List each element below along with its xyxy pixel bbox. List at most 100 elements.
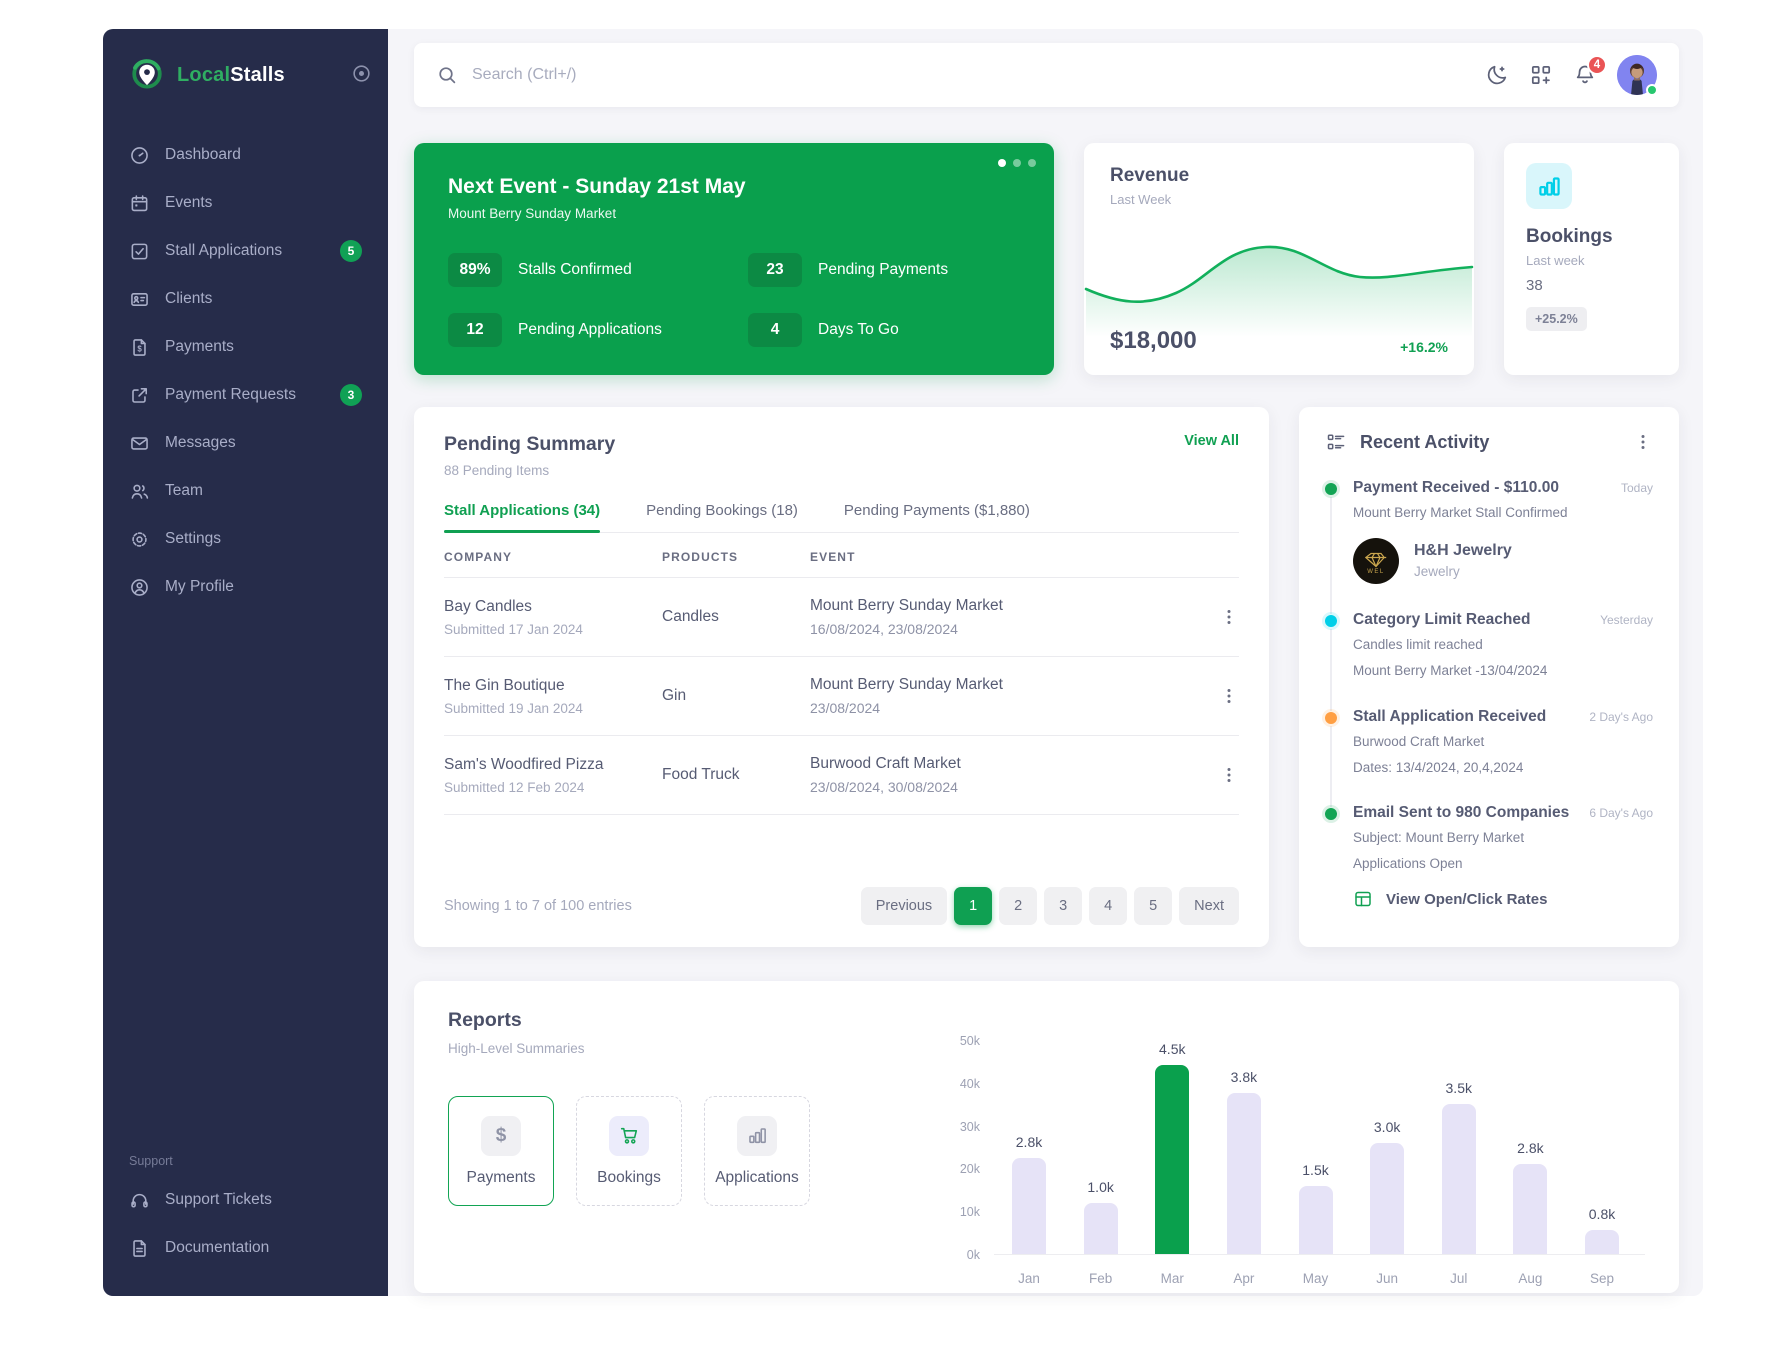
sidebar-item-payment-requests[interactable]: Payment Requests 3	[117, 371, 374, 419]
reports-subtitle: High-Level Summaries	[448, 1041, 585, 1056]
page-button-2[interactable]: 2	[999, 887, 1038, 925]
row-menu-icon[interactable]	[1219, 686, 1239, 706]
timeline-dot	[1325, 808, 1337, 821]
activity-company-category: Jewelry	[1414, 564, 1460, 580]
bar-column-may[interactable]: 1.5k May	[1287, 1041, 1345, 1286]
page-button-5[interactable]: 5	[1134, 887, 1173, 925]
notification-count-badge: 4	[1587, 55, 1607, 75]
activity-detail-line: Burwood Craft Market	[1353, 733, 1485, 749]
support-section-label: Support	[129, 1154, 173, 1168]
bar-column-feb[interactable]: 1.0k Feb	[1072, 1041, 1130, 1286]
bar-column-jul[interactable]: 3.5k Jul	[1430, 1041, 1488, 1286]
sidebar-nav: Dashboard Events Stall Applications 5 Cli…	[103, 115, 388, 611]
table-header-row: COMPANY PRODUCTS EVENT	[444, 533, 1239, 578]
bookings-change-badge: +25.2%	[1526, 307, 1587, 331]
dark-mode-icon[interactable]	[1485, 63, 1509, 87]
shortcuts-grid-icon[interactable]	[1529, 63, 1553, 87]
report-option-applications[interactable]: Applications	[704, 1096, 810, 1206]
tab-pending-payments-1-880[interactable]: Pending Payments ($1,880)	[843, 502, 1030, 519]
headset-icon	[129, 1190, 150, 1211]
sidebar-item-documentation[interactable]: Documentation	[117, 1224, 374, 1272]
reports-card: Reports High-Level Summaries $ Payments …	[414, 981, 1679, 1293]
carousel-dot-3[interactable]	[1028, 159, 1036, 167]
bar-column-sep[interactable]: 0.8k Sep	[1573, 1041, 1631, 1286]
report-option-label: Applications	[715, 1168, 799, 1186]
revenue-card: Revenue Last Week	[1084, 143, 1474, 375]
sidebar-item-team[interactable]: Team	[117, 467, 374, 515]
bar-column-apr[interactable]: 3.8k Apr	[1215, 1041, 1273, 1286]
activity-timeline: Payment Received - $110.00 Today Mount Be…	[1325, 479, 1653, 936]
event-stat-stalls-confirmed: 89% Stalls Confirmed	[448, 253, 748, 287]
sidebar-badge: 5	[340, 240, 362, 262]
company-name: The Gin Boutique	[444, 676, 565, 694]
page-button-previous[interactable]: Previous	[860, 887, 948, 925]
sidebar-collapse-toggle[interactable]	[351, 63, 372, 84]
tab-pending-bookings-18[interactable]: Pending Bookings (18)	[646, 502, 798, 519]
table-row-sam-s-woodfired-pizza[interactable]: Sam's Woodfired Pizza Submitted 12 Feb 2…	[444, 736, 1239, 815]
sidebar-item-messages[interactable]: Messages	[117, 419, 374, 467]
report-type-options: $ Payments Bookings Applications	[448, 1096, 918, 1206]
company-logo-text: WEL	[1367, 568, 1385, 575]
recent-activity-title: Recent Activity	[1360, 431, 1490, 452]
bar-column-aug[interactable]: 2.8k Aug	[1501, 1041, 1559, 1286]
view-open-click-rates-link[interactable]: View Open/Click Rates	[1353, 889, 1653, 909]
timeline-dot	[1325, 614, 1337, 627]
row-menu-icon[interactable]	[1219, 765, 1239, 785]
carousel-dot-1[interactable]	[998, 159, 1006, 167]
bar-value-label: 3.0k	[1373, 1119, 1401, 1135]
bar-column-jan[interactable]: 2.8k Jan	[1000, 1041, 1058, 1286]
bar-column-mar[interactable]: 4.5k Mar	[1143, 1041, 1201, 1286]
pending-summary-card: Pending Summary 88 Pending Items View Al…	[414, 407, 1269, 947]
company-submitted: Submitted 12 Feb 2024	[444, 779, 585, 795]
sidebar-item-settings[interactable]: Settings	[117, 515, 374, 563]
bar-may	[1298, 1186, 1333, 1254]
revenue-amount: $18,000	[1110, 327, 1197, 354]
event-name: Mount Berry Sunday Market	[810, 597, 1003, 614]
sidebar-item-my-profile[interactable]: My Profile	[117, 563, 374, 611]
tab-stall-applications-34[interactable]: Stall Applications (34)	[444, 502, 601, 533]
row-menu-icon[interactable]	[1219, 607, 1239, 627]
report-option-bookings[interactable]: Bookings	[576, 1096, 682, 1206]
user-avatar[interactable]	[1617, 55, 1658, 96]
search-input[interactable]	[472, 66, 1485, 84]
activity-title: Category Limit Reached	[1353, 610, 1531, 628]
table-row-the-gin-boutique[interactable]: The Gin Boutique Submitted 19 Jan 2024 G…	[444, 657, 1239, 736]
bar-column-jun[interactable]: 3.0k Jun	[1358, 1041, 1416, 1286]
table-footer: Showing 1 to 7 of 100 entries Previous 1 2…	[444, 871, 1239, 925]
report-option-payments[interactable]: $ Payments	[448, 1096, 554, 1206]
sidebar-item-payments[interactable]: $ Payments	[117, 323, 374, 371]
sidebar-item-clients[interactable]: Clients	[117, 275, 374, 323]
x-axis-label: Feb	[1088, 1271, 1113, 1286]
company-name: Bay Candles	[444, 597, 532, 615]
table-grid-icon	[1353, 889, 1373, 909]
activity-menu-icon[interactable]	[1633, 432, 1653, 452]
sidebar-item-dashboard[interactable]: Dashboard	[117, 131, 374, 179]
event-stat-days-to-go: 4 Days To Go	[748, 313, 1020, 347]
notifications-bell-icon[interactable]: 4	[1573, 55, 1607, 87]
activity-time: Yesterday	[1600, 612, 1653, 627]
page-button-4[interactable]: 4	[1089, 887, 1128, 925]
page-button-1[interactable]: 1	[954, 887, 993, 925]
carousel-dot-2[interactable]	[1013, 159, 1021, 167]
page-button-next[interactable]: Next	[1179, 887, 1239, 925]
company-submitted: Submitted 19 Jan 2024	[444, 700, 583, 716]
company-logo-avatar: WEL	[1353, 537, 1399, 584]
event-name: Burwood Craft Market	[810, 755, 961, 772]
sidebar-item-label: Payment Requests	[165, 386, 296, 403]
revenue-title: Revenue	[1110, 165, 1190, 186]
cart-icon	[609, 1115, 649, 1156]
event-stat-pending-applications: 12 Pending Applications	[448, 313, 748, 347]
stat-label: Pending Payments	[818, 261, 949, 278]
activity-title: Payment Received - $110.00	[1353, 479, 1559, 496]
page-button-3[interactable]: 3	[1044, 887, 1083, 925]
column-header-products: PRODUCTS	[662, 550, 739, 564]
view-all-link[interactable]: View All	[1184, 433, 1239, 449]
activity-detail-line: Subject: Mount Berry Market	[1353, 830, 1525, 846]
activity-detail-line: Mount Berry Market -13/04/2024	[1353, 662, 1548, 678]
sidebar-item-stall-applications[interactable]: Stall Applications 5	[117, 227, 374, 275]
sidebar-item-events[interactable]: Events	[117, 179, 374, 227]
table-row-bay-candles[interactable]: Bay Candles Submitted 17 Jan 2024 Candle…	[444, 578, 1239, 657]
gear-icon	[129, 529, 150, 550]
activity-company[interactable]: WEL H&H Jewelry Jewelry	[1353, 537, 1653, 584]
sidebar-item-support-tickets[interactable]: Support Tickets	[117, 1176, 374, 1224]
